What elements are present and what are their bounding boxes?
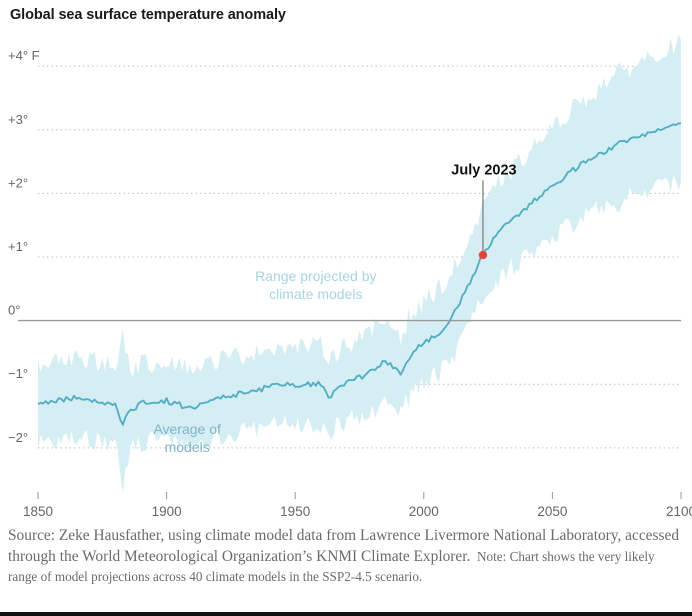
x-axis-tick-label: 2000 <box>409 504 439 519</box>
x-axis-tick-label: 2100 <box>666 504 692 519</box>
y-axis-tick-label: +3° <box>8 112 28 127</box>
mean-label-line: Average of <box>153 421 221 437</box>
annotation-group: July 2023 Range projected by climate model… <box>153 162 516 455</box>
ytick-group: +4° F +3° +2° +1° 0° −1° −2° <box>8 48 40 445</box>
july-2023-data-point <box>478 250 488 260</box>
band-label-line: Range projected by <box>255 268 376 284</box>
y-axis-tick-label: +1° <box>8 239 28 254</box>
note-text <box>470 549 477 564</box>
y-axis-tick-label: −1° <box>8 366 28 381</box>
july-2023-label: July 2023 <box>451 162 516 178</box>
chart-footer: Source: Zeke Hausfather, using climate m… <box>0 520 692 616</box>
y-axis-tick-label: +2° <box>8 175 28 190</box>
y-axis-tick-label: −2° <box>8 430 28 445</box>
model-average-line <box>37 122 682 426</box>
projection-range-band <box>38 34 681 494</box>
band-label-line: climate models <box>269 286 362 302</box>
mean-label-line: models <box>165 439 210 455</box>
mean-line-group <box>37 122 682 426</box>
source-text: Source: Zeke Hausfather, using climate m… <box>8 527 680 565</box>
sea-surface-temperature-chart: +4° F +3° +2° +1° 0° −1° −2° 1850 1900 1950 2000 2… <box>8 34 692 519</box>
band-group <box>38 34 681 494</box>
source-note: Source: Zeke Hausfather, using climate m… <box>8 526 684 588</box>
x-axis-tick-label: 2050 <box>537 504 567 519</box>
x-axis-tick-label: 1950 <box>280 504 310 519</box>
page-title: Global sea surface temperature anomaly <box>10 7 286 23</box>
y-axis-tick-label: +4° F <box>8 48 40 63</box>
note-body: Note: Chart shows the very likely range … <box>8 548 655 585</box>
xtick-group: 1850 1900 1950 2000 2050 2100 <box>23 492 692 519</box>
y-axis-tick-label: 0° <box>8 303 20 318</box>
x-axis-tick-label: 1850 <box>23 504 53 519</box>
x-axis-tick-label: 1900 <box>152 504 182 519</box>
